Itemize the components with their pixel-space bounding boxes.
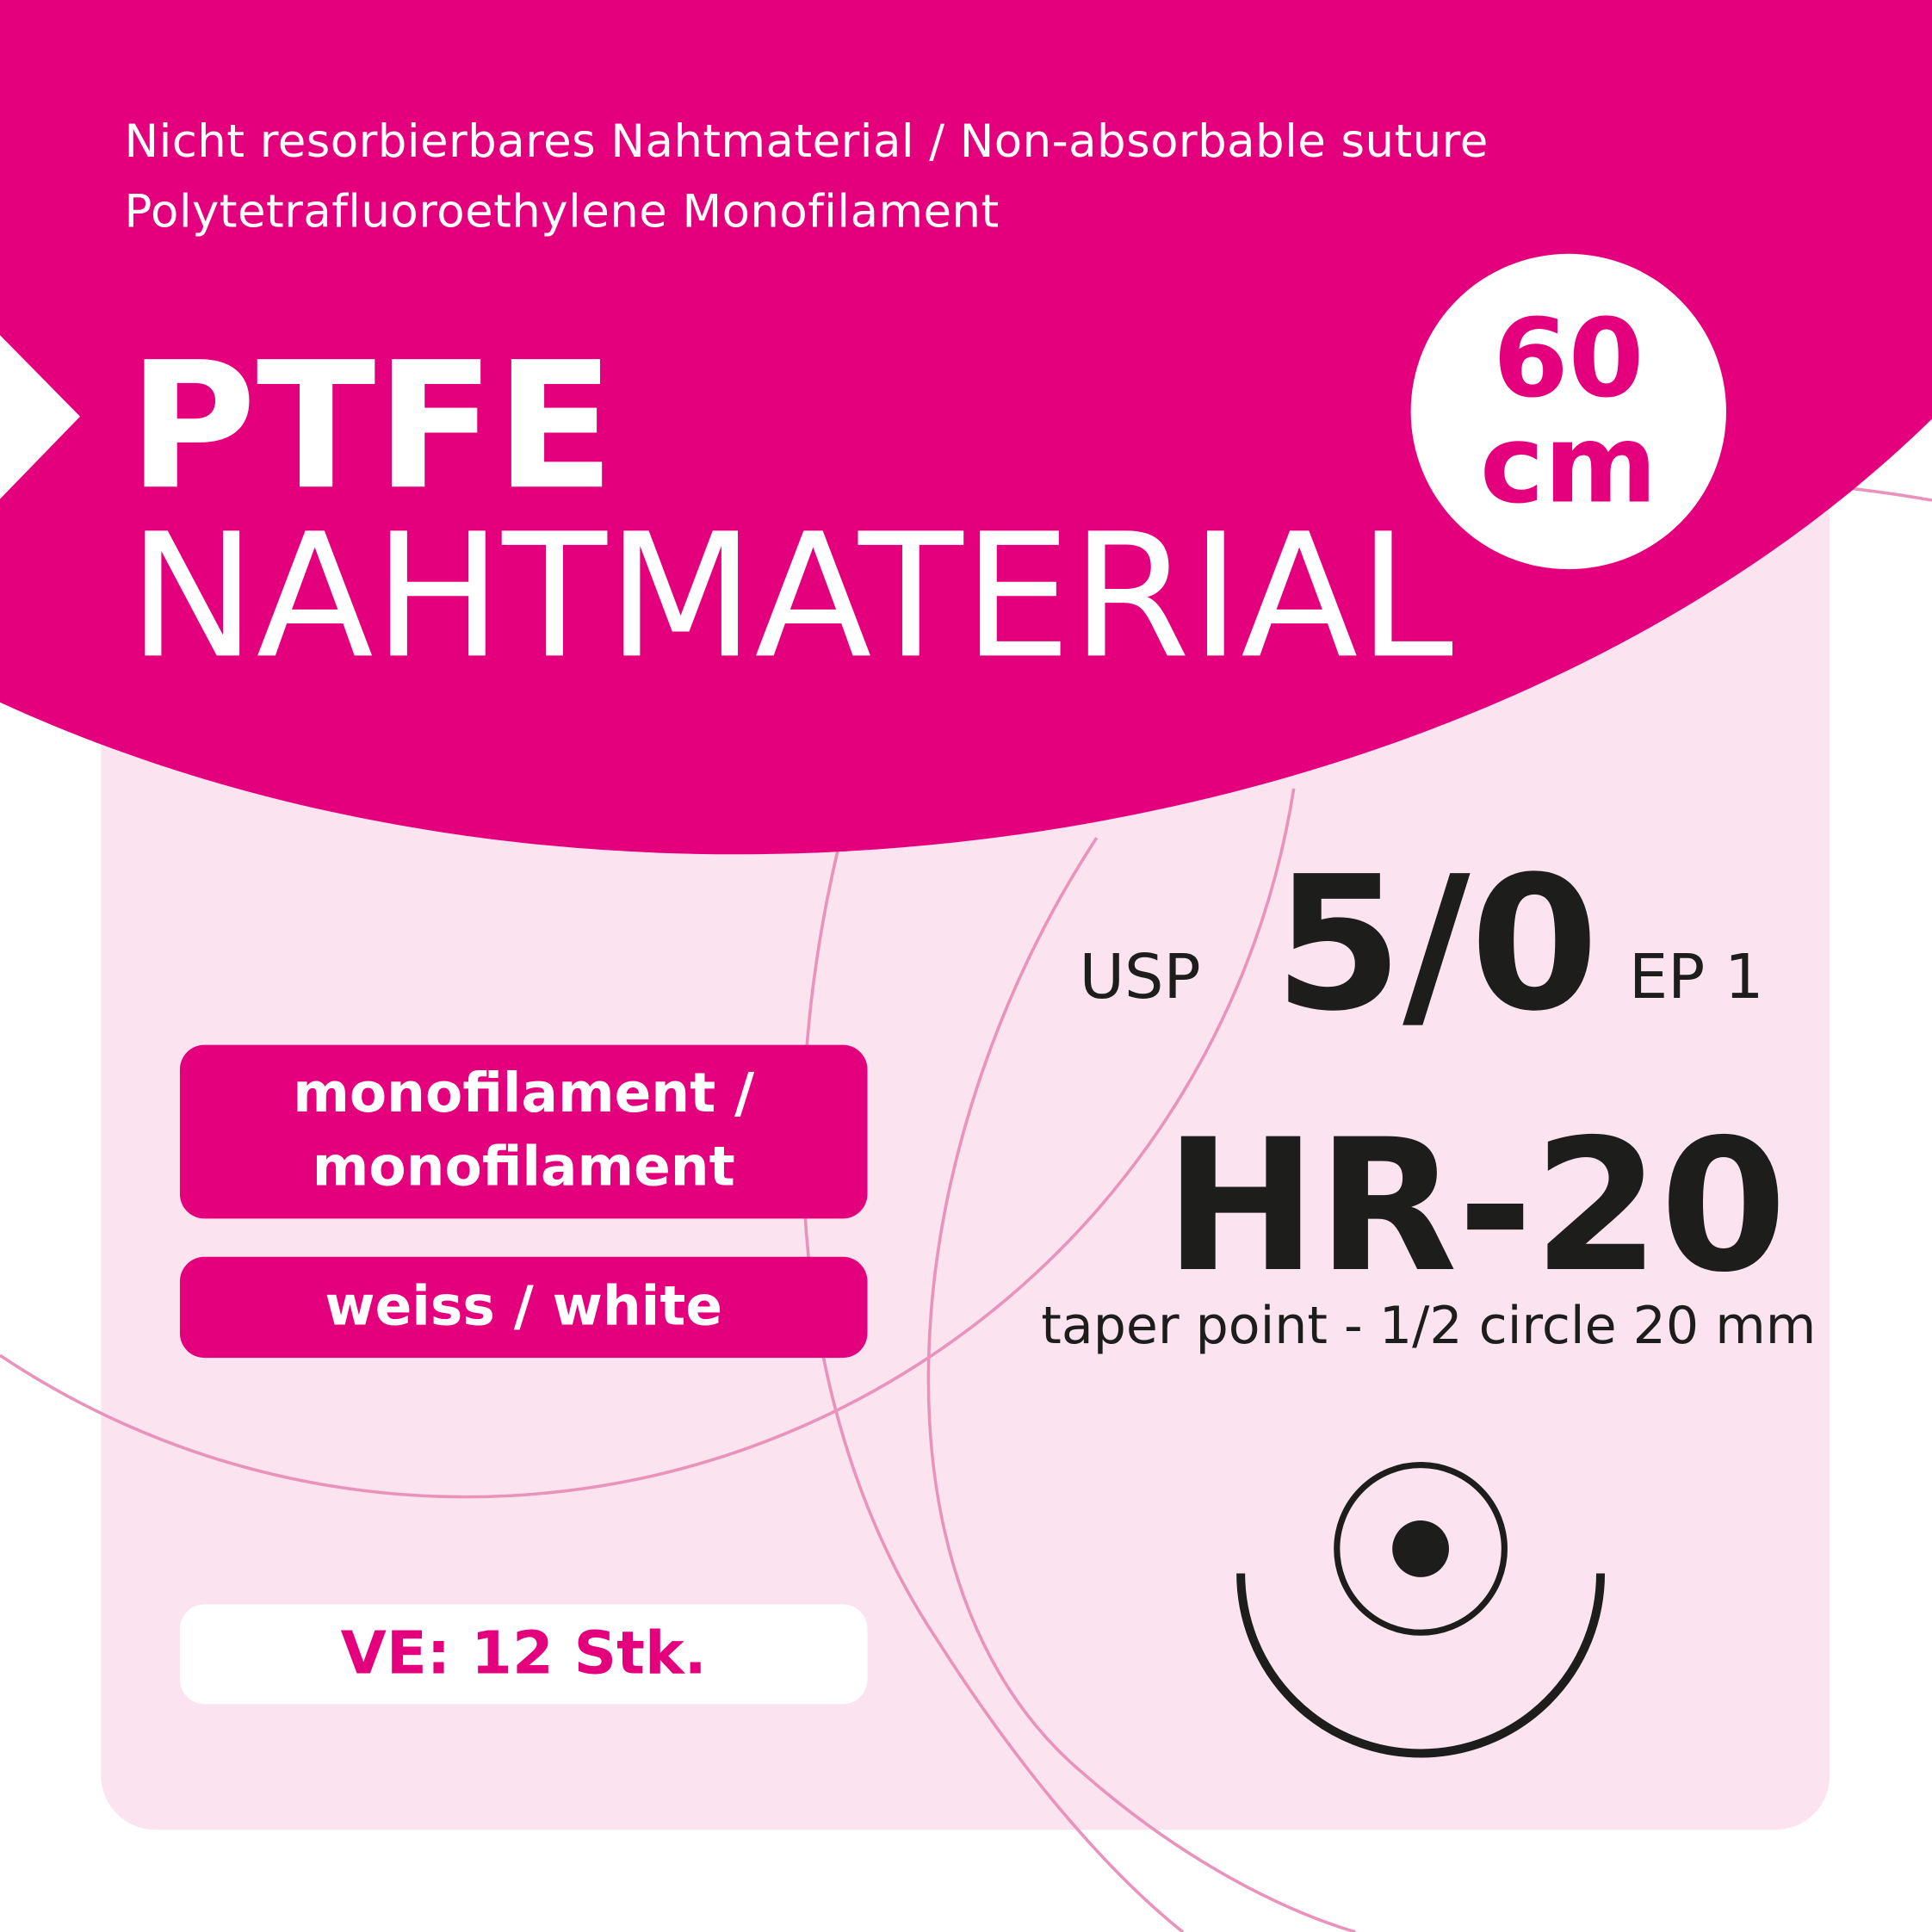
filament-line-1: monofilament / bbox=[293, 1062, 755, 1125]
usp-size: 5/0 bbox=[1273, 838, 1599, 1053]
title-ptfe: PTFE bbox=[127, 325, 616, 529]
needle-code: HR-20 bbox=[1164, 1099, 1787, 1313]
taper-point-half-circle-needle-icon bbox=[1236, 1462, 1606, 1758]
needle-description: taper point - 1/2 circle 20 mm bbox=[1041, 1295, 1817, 1356]
filament-line-2: monofilament bbox=[312, 1136, 735, 1199]
packaging-unit: VE: 12 Stk. bbox=[179, 1604, 868, 1705]
notch-arrow bbox=[0, 335, 81, 499]
color-badge: weiss / white bbox=[179, 1256, 868, 1359]
filament-badge: monofilament / monofilament bbox=[179, 1044, 868, 1219]
title-nahtmaterial: NAHTMATERIAL bbox=[127, 496, 1454, 697]
subtitle-line-2: Polytetrafluoroethylene Monofilament bbox=[124, 184, 1000, 238]
decor-arc-3 bbox=[926, 837, 1356, 1932]
length-badge: 60 cm bbox=[1410, 253, 1726, 570]
usp-label: USP bbox=[1079, 941, 1201, 1013]
ep-size: EP 1 bbox=[1628, 941, 1764, 1013]
decor-arc-1 bbox=[0, 788, 1296, 1499]
subtitle-line-1: Nicht resorbierbares Nahtmaterial / Non-… bbox=[124, 115, 1489, 168]
length-value: 60 bbox=[1493, 294, 1644, 422]
header-band bbox=[0, 0, 1932, 855]
length-unit: cm bbox=[1479, 400, 1657, 528]
